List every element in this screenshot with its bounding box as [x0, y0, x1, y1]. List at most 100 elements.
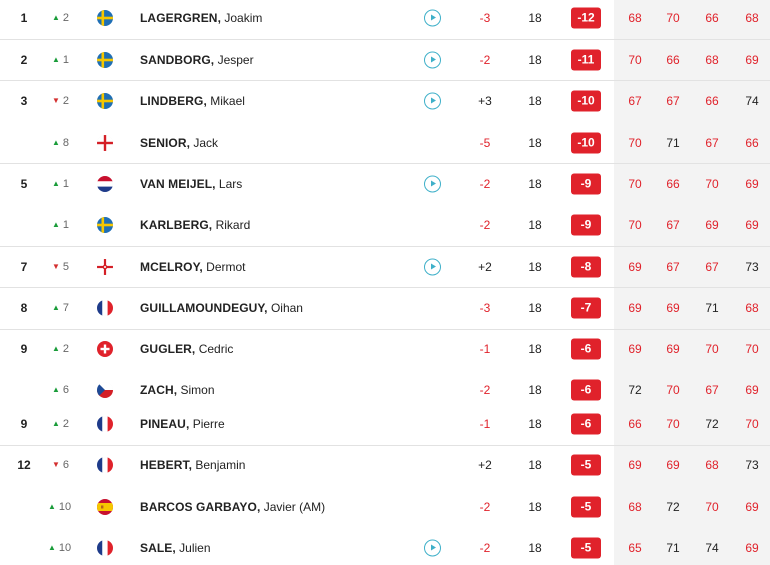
player-name[interactable]: SANDBORG, Jesper	[140, 53, 254, 67]
round-2-score: 66	[666, 177, 680, 191]
player-name[interactable]: ZACH, Simon	[140, 383, 215, 397]
leaderboard-row[interactable]: 7 ▼ 5 MCELROY, Dermot +2 18 -8 69 67 67 73	[0, 246, 770, 288]
movement-value: 2	[62, 343, 70, 355]
player-name[interactable]: GUGLER, Cedric	[140, 342, 233, 356]
round-1-score: 65	[628, 541, 642, 555]
holes-played: 18	[528, 500, 542, 514]
round-4-score: 73	[745, 260, 759, 274]
player-surname: LINDBERG,	[140, 94, 207, 108]
leaderboard-row[interactable]: 5 ▲ 1 VAN MEIJEL, Lars -2 18 -9 70 66 70 69	[0, 164, 770, 205]
play-video-icon[interactable]	[424, 51, 441, 69]
play-video-icon[interactable]	[424, 258, 441, 276]
arrow-up-icon: ▲	[52, 179, 60, 188]
position-movement: ▲ 8	[52, 137, 78, 149]
player-surname: KARLBERG,	[140, 218, 213, 232]
round-2-score: 69	[666, 458, 680, 472]
total-score-badge: -8	[571, 256, 601, 278]
round-2-score: 69	[666, 342, 680, 356]
today-score: -1	[479, 417, 491, 431]
holes-played: 18	[528, 53, 542, 67]
round-3-score: 68	[705, 458, 719, 472]
position: 1	[20, 11, 28, 25]
round-4-score: 68	[745, 11, 759, 25]
holes-played: 18	[528, 301, 542, 315]
player-name[interactable]: MCELROY, Dermot	[140, 260, 246, 274]
leaderboard-row[interactable]: ▲ 10 SALE, Julien -2 18 -5 65 71 74 69	[0, 528, 770, 565]
leaderboard-row[interactable]: 12 ▼ 6 HEBERT, Benjamin +2 18 -5 69 69 68 73	[0, 445, 770, 486]
round-4-score: 69	[745, 53, 759, 67]
player-first-name: Dermot	[202, 260, 246, 274]
sweden-flag-icon	[97, 93, 113, 109]
round-2-score: 67	[666, 260, 680, 274]
holes-played: 18	[528, 417, 542, 431]
round-1-score: 67	[628, 94, 642, 108]
round-1-score: 69	[628, 260, 642, 274]
holes-played: 18	[528, 11, 542, 25]
player-surname: GUGLER,	[140, 342, 196, 356]
player-surname: GUILLAMOUNDEGUY,	[140, 301, 268, 315]
leaderboard-row[interactable]: 8 ▲ 7 GUILLAMOUNDEGUY, Oihan -3 18 -7 69 69 71 68	[0, 288, 770, 330]
total-score-badge: -6	[571, 413, 601, 435]
play-video-icon[interactable]	[424, 92, 441, 110]
play-video-icon[interactable]	[424, 9, 441, 27]
total-score-badge: -7	[571, 297, 601, 319]
round-4-score: 70	[745, 417, 759, 431]
leaderboard-row[interactable]: 9 ▲ 2 GUGLER, Cedric -1 18 -6 69 69 70 70	[0, 329, 770, 370]
netherlands-flag-icon	[97, 176, 113, 192]
position-movement: ▲ 2	[52, 12, 78, 24]
sweden-flag-icon	[97, 217, 113, 233]
movement-value: 6	[62, 459, 70, 471]
sweden-flag-icon	[97, 52, 113, 68]
today-score: -2	[479, 218, 491, 232]
leaderboard-row[interactable]: 1 ▲ 2 LAGERGREN, Joakim -3 18 -12 68 70 66 68	[0, 0, 770, 40]
position-movement: ▲ 10	[48, 501, 74, 513]
round-2-score: 70	[666, 383, 680, 397]
round-4-score: 73	[745, 458, 759, 472]
today-score: -3	[479, 11, 491, 25]
position-movement: ▼ 5	[52, 261, 78, 273]
leaderboard-row[interactable]: ▲ 8 SENIOR, Jack -5 18 -10 70 71 67 66	[0, 122, 770, 164]
player-surname: LAGERGREN,	[140, 11, 222, 25]
leaderboard-row[interactable]: 3 ▼ 2 LINDBERG, Mikael +3 18 -10 67 67 66 74	[0, 81, 770, 122]
player-name[interactable]: SENIOR, Jack	[140, 136, 218, 150]
player-first-name: Pierre	[189, 417, 225, 431]
total-score-badge: -9	[571, 173, 601, 195]
player-name[interactable]: KARLBERG, Rikard	[140, 218, 250, 232]
round-2-score: 67	[666, 218, 680, 232]
round-3-score: 67	[705, 260, 719, 274]
holes-played: 18	[528, 260, 542, 274]
movement-value: 10	[58, 542, 72, 554]
position: 5	[20, 177, 28, 191]
today-score: -3	[479, 301, 491, 315]
movement-value: 5	[62, 261, 70, 273]
player-name[interactable]: GUILLAMOUNDEGUY, Oihan	[140, 301, 303, 315]
leaderboard-row[interactable]: 9 ▲ 2 PINEAU, Pierre -1 18 -6 66 70 72 70	[0, 407, 770, 446]
player-name[interactable]: BARCOS GARBAYO, Javier (AM)	[140, 500, 325, 514]
leaderboard-row[interactable]: ▲ 6 ZACH, Simon -2 18 -6 72 70 67 69	[0, 370, 770, 407]
play-video-icon[interactable]	[424, 539, 441, 557]
row-divider	[0, 246, 770, 247]
player-name[interactable]: LINDBERG, Mikael	[140, 94, 245, 108]
leaderboard-row[interactable]: ▲ 1 KARLBERG, Rikard -2 18 -9 70 67 69 69	[0, 205, 770, 247]
today-score: +2	[478, 458, 492, 472]
round-3-score: 66	[705, 94, 719, 108]
player-name[interactable]: VAN MEIJEL, Lars	[140, 177, 242, 191]
row-divider	[0, 39, 770, 40]
leaderboard-row[interactable]: 2 ▲ 1 SANDBORG, Jesper -2 18 -11 70 66 68 69	[0, 39, 770, 81]
round-1-score: 70	[628, 218, 642, 232]
arrow-up-icon: ▲	[52, 303, 60, 312]
position-movement: ▲ 6	[52, 384, 78, 396]
player-name[interactable]: LAGERGREN, Joakim	[140, 11, 262, 25]
leaderboard-row[interactable]: ▲ 10 BARCOS GARBAYO, Javier (AM) -2 18 -5 68 72…	[0, 486, 770, 528]
player-surname: ZACH,	[140, 383, 178, 397]
player-name[interactable]: PINEAU, Pierre	[140, 417, 225, 431]
arrow-down-icon: ▼	[52, 96, 60, 105]
round-1-score: 70	[628, 53, 642, 67]
movement-value: 8	[62, 137, 70, 149]
round-2-score: 66	[666, 53, 680, 67]
play-video-icon[interactable]	[424, 175, 441, 193]
player-name[interactable]: SALE, Julien	[140, 541, 211, 555]
player-name[interactable]: HEBERT, Benjamin	[140, 458, 245, 472]
round-3-score: 70	[705, 500, 719, 514]
